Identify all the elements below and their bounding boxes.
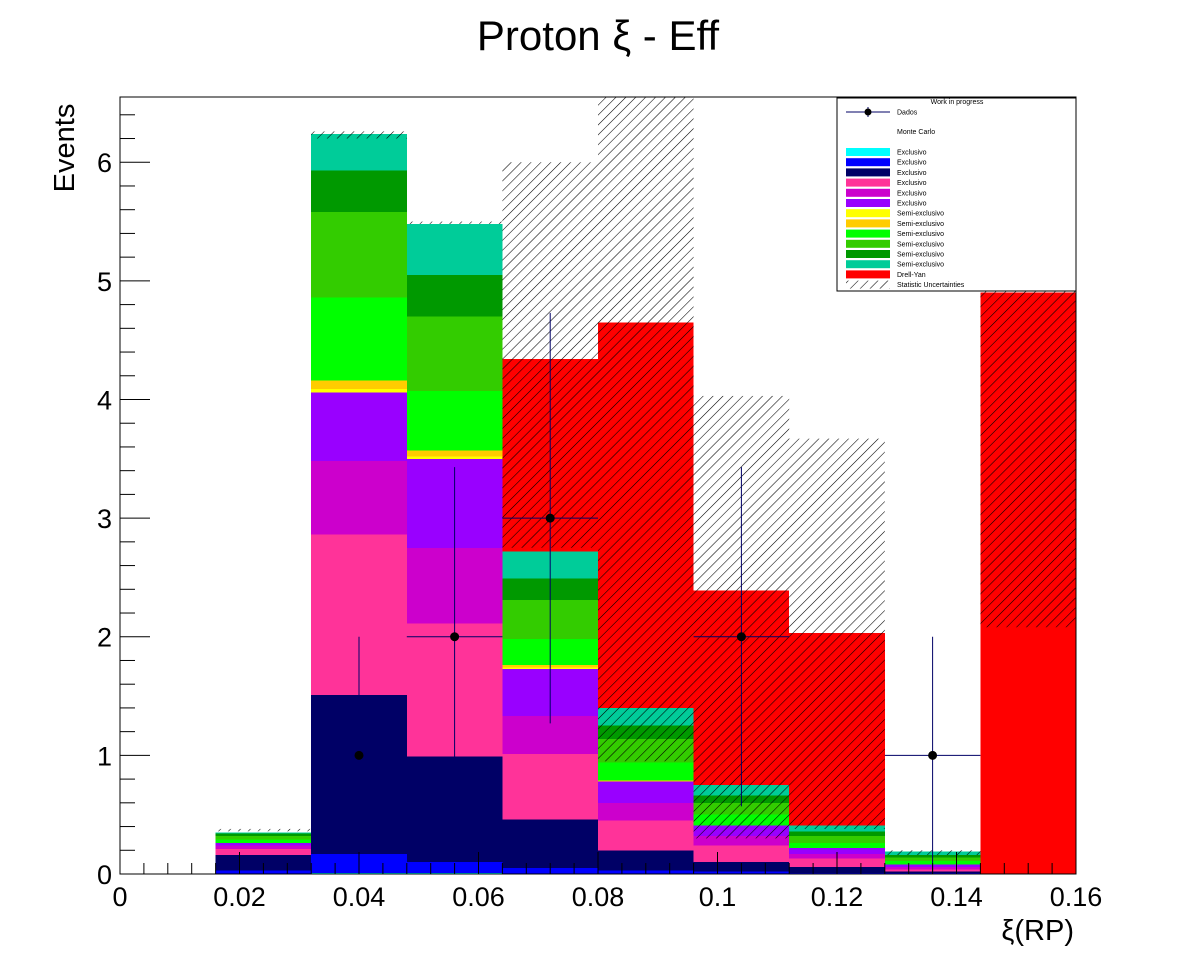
bar-5-bin-1	[215, 843, 312, 846]
bar-4-bin-5	[598, 802, 694, 821]
bar-8-bin-7	[789, 843, 885, 848]
legend-label-3: Exclusivo	[897, 180, 927, 187]
legend-uncertainty-swatch	[846, 280, 890, 289]
bar-5-bin-2	[311, 392, 407, 462]
data-point-1	[450, 632, 460, 642]
legend-label-0: Exclusivo	[897, 150, 927, 157]
bar-3-bin-6	[693, 845, 790, 863]
bar-9-bin-7	[789, 836, 885, 844]
x-tick-label-4: 0.08	[572, 882, 625, 912]
legend-label-10: Semi-exclusivo	[897, 252, 944, 259]
legend-label-7: Semi-exclusivo	[897, 221, 944, 228]
legend-label-12: Drell-Yan	[897, 272, 926, 279]
legend-label-4: Exclusivo	[897, 190, 927, 197]
y-tick-label-4: 4	[97, 385, 112, 415]
y-tick-label-0: 0	[97, 860, 112, 890]
chart-title: Proton ξ - Eff	[477, 12, 719, 59]
x-tick-label-1: 0.02	[213, 882, 266, 912]
y-tick-label-6: 6	[97, 148, 112, 178]
x-tick-label-8: 0.16	[1050, 882, 1103, 912]
legend-label-1: Exclusivo	[897, 160, 927, 167]
x-tick-label-2: 0.04	[333, 882, 386, 912]
legend-mc-label: Monte Carlo	[897, 129, 935, 136]
legend-swatch-3	[846, 178, 890, 187]
legend-label-8: Semi-exclusivo	[897, 231, 944, 238]
legend-label-5: Exclusivo	[897, 201, 927, 208]
legend: Work in progress Dados Monte Carlo Exclusiv…	[836, 97, 1077, 292]
bar-8-bin-1	[215, 839, 312, 844]
uncertainty-band-bin-1	[215, 828, 312, 832]
legend-swatch-8	[846, 229, 890, 238]
uncertainty-band-bin-2	[311, 131, 407, 139]
legend-label-6: Semi-exclusivo	[897, 211, 944, 218]
bar-4-bin-2	[311, 461, 407, 535]
legend-swatch-7	[846, 219, 890, 228]
bar-6-bin-2	[311, 388, 407, 393]
legend-swatch-4	[846, 188, 890, 197]
bar-5-bin-5	[598, 781, 694, 803]
legend-swatch-5	[846, 199, 890, 207]
uncertainty-band-bin-5	[598, 97, 694, 762]
bar-7-bin-5	[598, 780, 694, 782]
bar-3-bin-5	[598, 820, 694, 851]
bar-10-bin-1	[215, 833, 312, 837]
bar-7-bin-2	[311, 380, 407, 389]
bar-7-bin-3	[406, 450, 503, 457]
uncertainty-band-bin-7	[789, 438, 885, 829]
legend-swatch-2	[846, 168, 890, 177]
x-tick-label-0: 0	[112, 882, 127, 912]
x-tick-label-3: 0.06	[452, 882, 505, 912]
legend-label-11: Semi-exclusivo	[897, 262, 944, 269]
bar-11-bin-3	[406, 223, 503, 275]
y-tick-label-2: 2	[97, 623, 112, 653]
legend-swatch-12	[846, 270, 890, 279]
bar-8-bin-3	[406, 391, 503, 451]
legend-swatch-10	[846, 250, 890, 258]
bar-9-bin-1	[215, 836, 312, 840]
data-point-2	[545, 513, 555, 523]
uncertainty-band-bin-3	[406, 221, 503, 224]
legend-swatch-9	[846, 239, 890, 248]
axes: 0 0.02 0.04 0.06 0.08 0.1 0.12 0.14 0.16 0 1 2 3 4 5 6	[97, 114, 1103, 912]
bar-10-bin-7	[789, 831, 885, 837]
x-axis-label: ξ(RP)	[1001, 915, 1074, 947]
legend-uncertainty-label: Statistic Uncertainties	[897, 282, 965, 289]
legend-data-label: Dados	[897, 110, 918, 117]
bar-3-bin-1	[215, 849, 312, 856]
legend-label-2: Exclusivo	[897, 170, 927, 177]
bar-10-bin-3	[406, 274, 503, 317]
y-axis-label: Events	[49, 104, 81, 193]
data-point-4	[928, 750, 938, 760]
y-tick-label-1: 1	[97, 741, 112, 771]
legend-label-9: Semi-exclusivo	[897, 241, 944, 248]
bar-8-bin-5	[598, 762, 694, 781]
legend-swatch-1	[846, 158, 890, 167]
bar-11-bin-1	[215, 832, 312, 834]
bar-9-bin-3	[406, 316, 503, 392]
x-tick-label-5: 0.1	[699, 882, 737, 912]
bar-2-bin-4	[502, 819, 598, 869]
bar-8-bin-2	[311, 297, 407, 381]
bar-9-bin-2	[311, 212, 407, 298]
data-points	[311, 312, 981, 874]
bar-4-bin-6	[693, 836, 790, 846]
data-point-3	[736, 632, 746, 642]
bar-3-bin-4	[502, 754, 598, 820]
x-tick-label-6: 0.12	[811, 882, 864, 912]
data-point-0	[354, 750, 364, 760]
bar-11-bin-2	[311, 133, 407, 171]
bar-10-bin-2	[311, 170, 407, 213]
legend-swatch-11	[846, 260, 890, 269]
legend-data-marker	[864, 108, 872, 116]
legend-header: Work in progress	[931, 99, 984, 106]
legend-swatch-6	[846, 209, 890, 218]
bar-5-bin-7	[789, 847, 885, 854]
legend-swatch-0	[846, 148, 890, 156]
bar-6-bin-3	[406, 456, 503, 459]
y-tick-label-5: 5	[97, 267, 112, 297]
x-tick-label-7: 0.14	[930, 882, 983, 912]
bar-4-bin-1	[215, 845, 312, 850]
y-tick-label-3: 3	[97, 504, 112, 534]
